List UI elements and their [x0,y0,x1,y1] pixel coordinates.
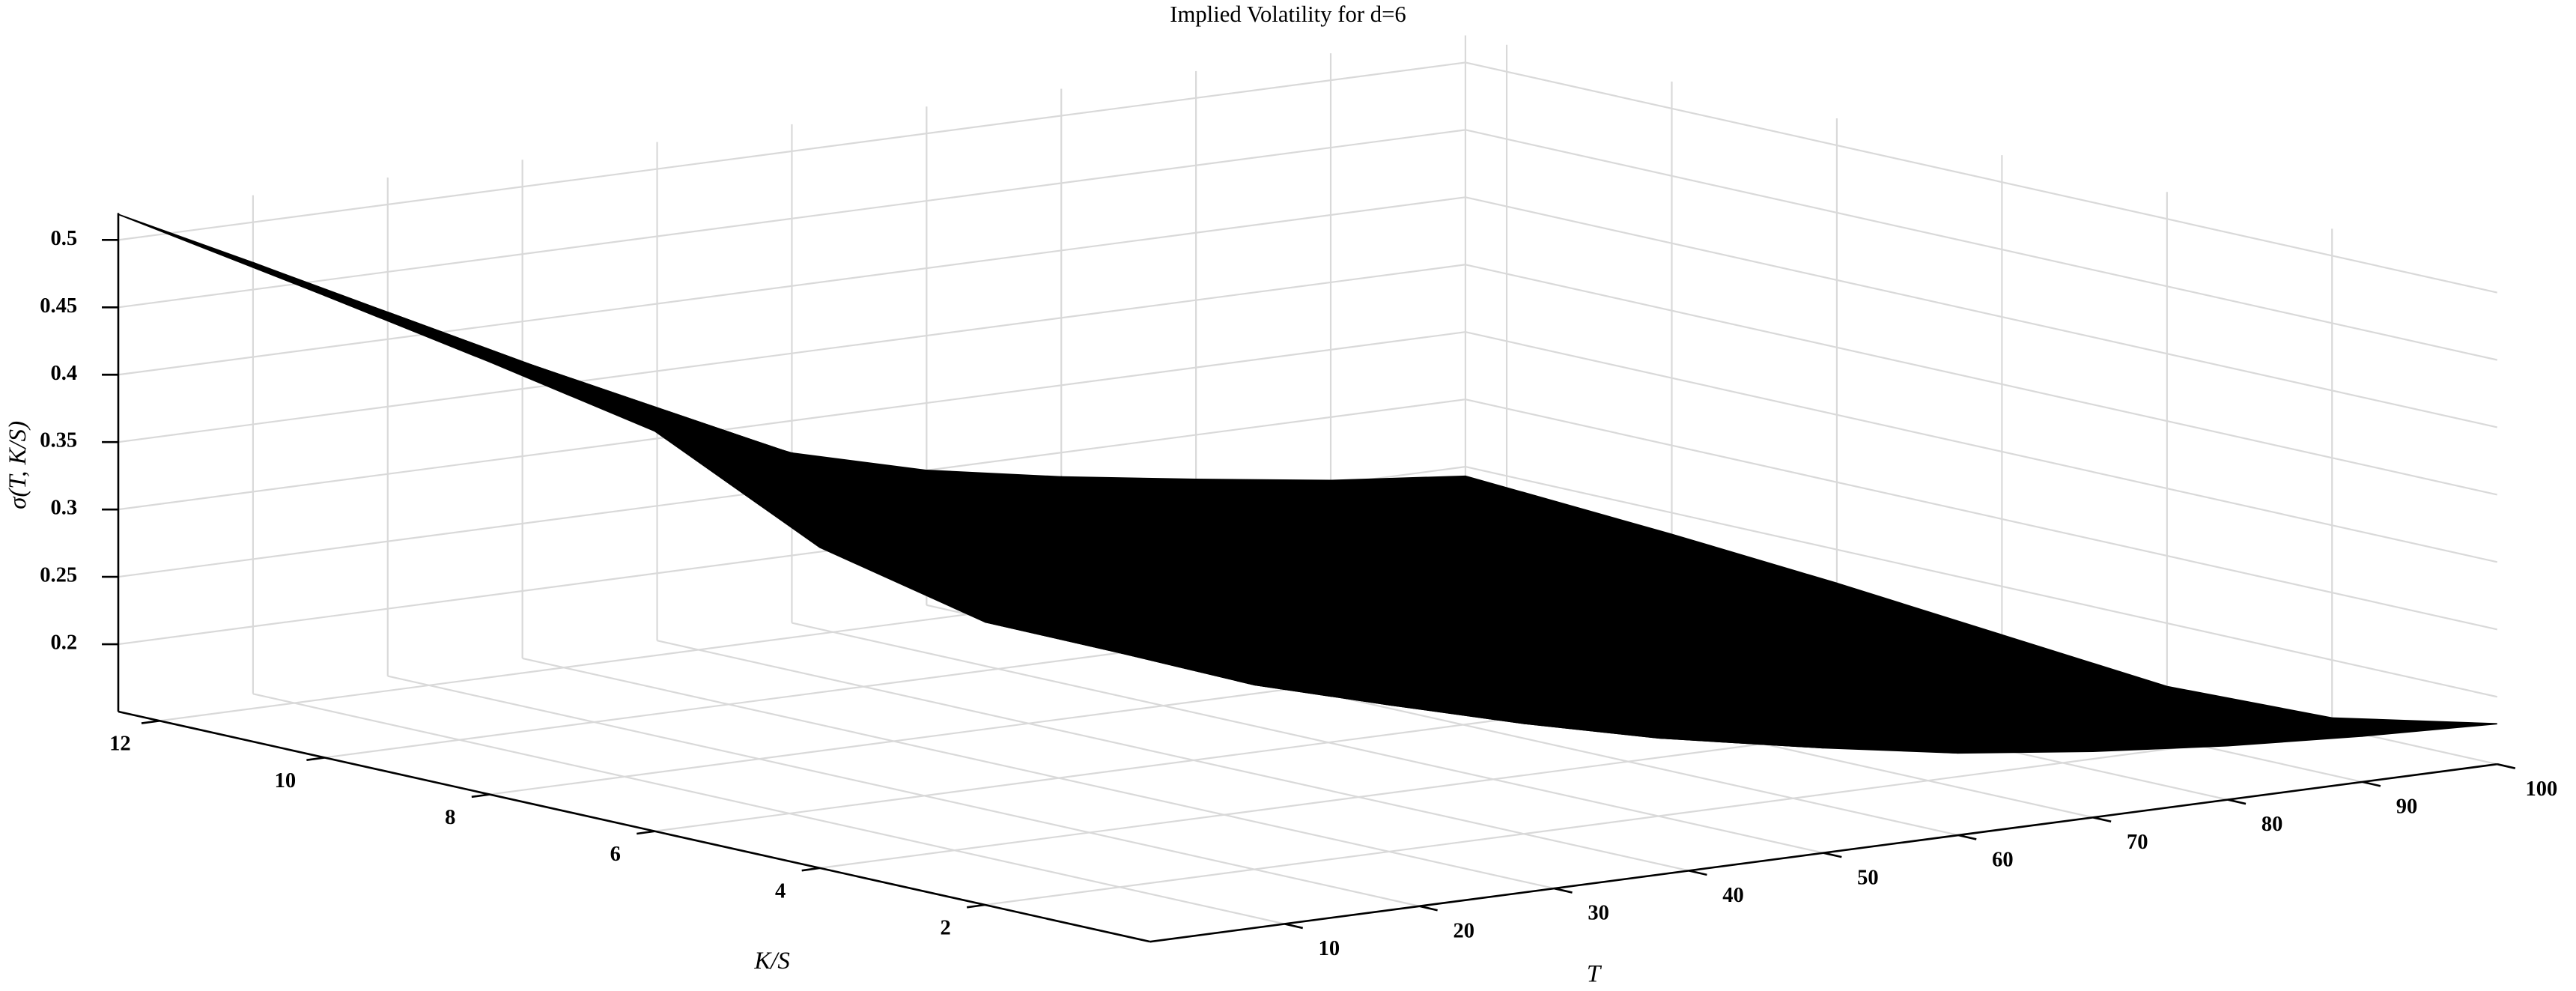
y-tick-label: 12 [109,733,131,756]
x-tick [1823,852,1842,858]
x-tick [2497,763,2516,769]
x-tick-label: 80 [2261,813,2283,836]
y-tick-label: 8 [445,806,455,829]
x-tick [1689,870,1707,876]
grid-line [522,657,1555,890]
y-tick [141,719,160,724]
x-axis-label: T [1587,961,1603,988]
y-tick-label: 2 [940,916,950,939]
z-tick-label: 0.2 [50,631,77,655]
surface-patch [324,294,625,407]
grid-line [1465,61,2497,294]
grid-line [1465,398,2497,631]
x-tick-label: 10 [1319,937,1340,960]
surface-patch [387,312,729,433]
x-tick-label: 70 [2127,831,2148,854]
x-tick-label: 90 [2396,795,2418,819]
grid-line [657,640,1689,872]
z-tick-label: 0.3 [50,497,77,520]
x-tick [1957,834,1977,840]
y-tick [306,757,325,762]
grid-line [792,622,1824,854]
x-tick-label: 20 [1453,919,1474,942]
y-tick [637,830,655,835]
grid-line [1465,264,2497,496]
y-tick-label: 4 [775,879,786,903]
grid-line [1465,196,2497,428]
x-tick-label: 100 [2526,778,2558,801]
chart-title: Implied Volatility for d=6 [1170,1,1406,27]
z-tick-label: 0.4 [50,362,77,385]
x-tick-label: 50 [1857,866,1879,889]
y-tick [966,903,985,909]
y-tick [801,867,821,872]
grid-line [1465,129,2497,361]
x-tick [1284,923,1304,930]
surface-patch [459,340,760,452]
x-tick [1554,887,1573,894]
x-tick [2092,816,2112,823]
z-tick-label: 0.5 [50,227,77,250]
z-tick-label: 0.25 [40,564,77,587]
grid-line [985,726,2333,906]
surface-patch [118,213,460,342]
z-tick-label: 0.35 [40,429,77,452]
grid-line [1465,466,2497,698]
y-axis [118,710,1151,943]
surface-patch [489,361,790,473]
y-tick-label: 6 [610,843,621,866]
surface-patch [985,621,1285,679]
y-axis-label: K/S [753,948,790,975]
y-tick [471,793,490,798]
grid-line [387,675,1420,907]
y-tick-label: 10 [275,769,297,793]
x-tick-label: 30 [1588,902,1609,925]
x-tick [2227,798,2247,805]
x-tick [2362,781,2381,787]
x-tick-label: 40 [1722,884,1744,907]
grid-line [1465,331,2497,563]
grid-line [252,693,1285,925]
x-tick [1419,905,1438,912]
x-tick-label: 60 [1992,849,2014,872]
z-tick-label: 0.45 [40,294,77,318]
z-axis-label: σ(T, K/S) [4,421,31,509]
